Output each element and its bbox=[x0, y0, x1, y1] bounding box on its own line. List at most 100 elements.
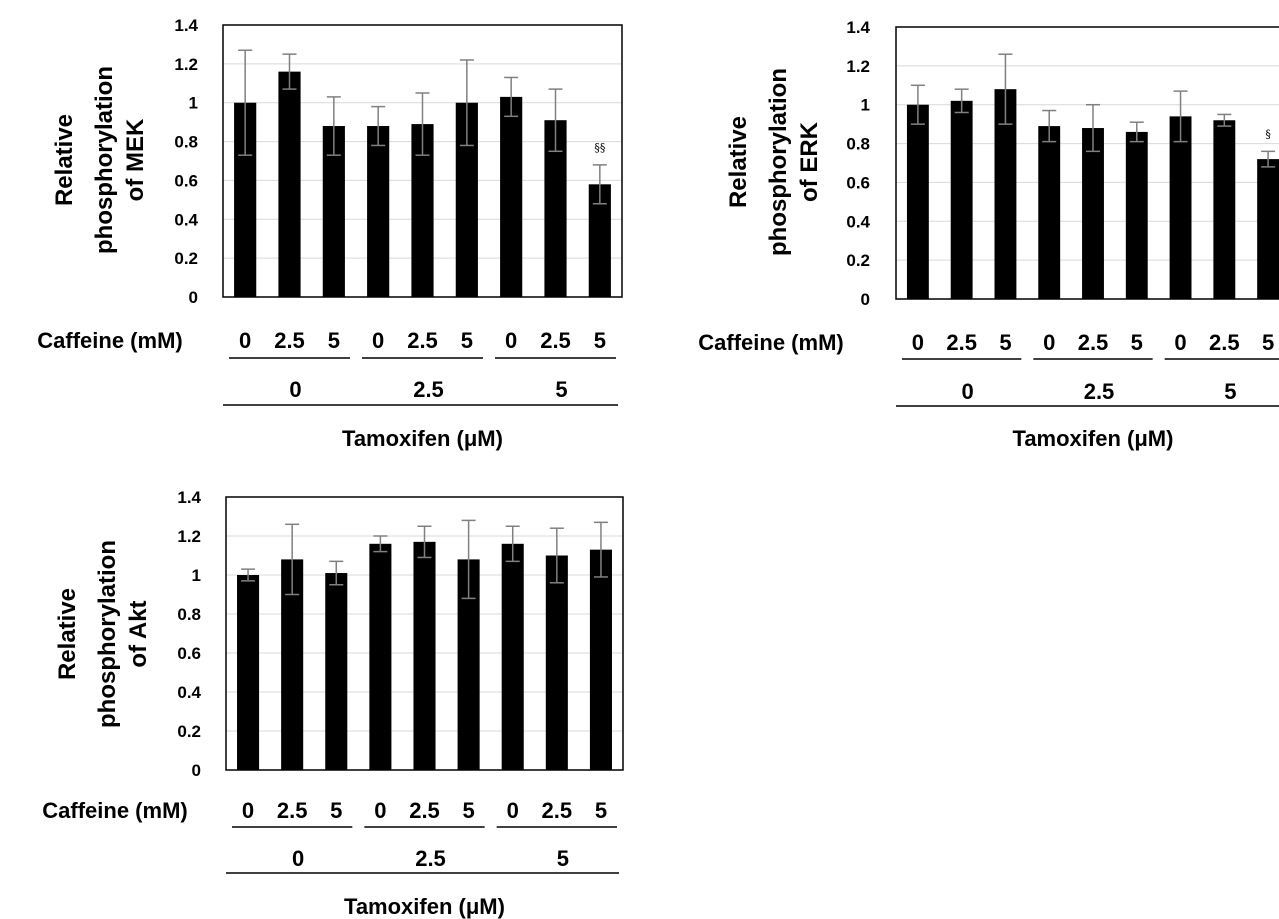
bar bbox=[1038, 126, 1061, 299]
tamoxifen-group-label: 2.5 bbox=[415, 846, 446, 871]
y-axis-label-line: of MEK bbox=[122, 118, 149, 201]
tamoxifen-group-label: 2.5 bbox=[1084, 379, 1115, 404]
bar bbox=[545, 555, 568, 770]
significance-marker: §§ bbox=[594, 141, 605, 154]
category-label: 0 bbox=[239, 328, 251, 353]
bar bbox=[1125, 131, 1148, 299]
significance-marker: § bbox=[1265, 127, 1271, 140]
category-label: 5 bbox=[999, 330, 1011, 355]
y-tick-label: 0.2 bbox=[177, 722, 201, 741]
y-axis-label-line: Relative bbox=[725, 116, 752, 208]
y-tick-label: 1.2 bbox=[846, 57, 870, 76]
category-label: 5 bbox=[461, 328, 473, 353]
bar bbox=[281, 559, 304, 770]
bar bbox=[589, 549, 612, 770]
y-tick-label: 0.2 bbox=[846, 251, 870, 270]
bar bbox=[322, 126, 345, 298]
category-label: 5 bbox=[1131, 330, 1143, 355]
y-axis-label-line: phosphorylation bbox=[94, 540, 121, 728]
category-label: 2.5 bbox=[542, 798, 573, 823]
bar bbox=[588, 184, 611, 297]
y-tick-label: 1 bbox=[192, 566, 201, 585]
caffeine-row-label: Caffeine (mM) bbox=[698, 330, 843, 355]
category-label: 2.5 bbox=[274, 328, 305, 353]
chart-panel-3: 0 0.2 0.4 0.6 0.8 1 1.2 1.4 Relative phosphorylat… bbox=[42, 488, 624, 919]
bar bbox=[234, 102, 257, 297]
y-tick-label: 1 bbox=[189, 94, 198, 113]
y-tick-label: 1.4 bbox=[174, 16, 198, 35]
bar bbox=[325, 573, 348, 770]
bar bbox=[544, 120, 567, 297]
y-tick-label: 1.4 bbox=[177, 488, 201, 507]
category-label: 2.5 bbox=[946, 330, 977, 355]
tamoxifen-group-label: 0 bbox=[292, 846, 304, 871]
bar bbox=[906, 104, 929, 299]
y-tick-label: 1.2 bbox=[174, 55, 198, 74]
category-label: 0 bbox=[505, 328, 517, 353]
category-label: 5 bbox=[595, 798, 607, 823]
bar bbox=[369, 543, 392, 770]
bar bbox=[501, 543, 524, 770]
bar bbox=[950, 100, 973, 299]
category-label: 0 bbox=[374, 798, 386, 823]
bar bbox=[457, 559, 480, 770]
tamoxifen-group-label: 5 bbox=[557, 846, 569, 871]
bar bbox=[1082, 128, 1104, 299]
category-label: 2.5 bbox=[407, 328, 438, 353]
bar bbox=[413, 541, 436, 770]
y-tick-label: 0 bbox=[189, 288, 198, 307]
y-axis-label-line: phosphorylation bbox=[91, 66, 118, 254]
caffeine-row-label: Caffeine (mM) bbox=[42, 798, 187, 823]
category-label: 2.5 bbox=[1078, 330, 1109, 355]
bar bbox=[367, 126, 390, 298]
y-tick-label: 0 bbox=[861, 290, 870, 309]
chart-panel-1: 0 0.2 0.4 0.6 0.8 1 1.2 1.4 §§ Relative phosphoryl… bbox=[37, 16, 623, 451]
y-tick-label: 0 bbox=[192, 761, 201, 780]
tamoxifen-group-label: 2.5 bbox=[413, 377, 444, 402]
category-label: 5 bbox=[328, 328, 340, 353]
y-tick-label: 0.8 bbox=[177, 605, 201, 624]
category-label: 0 bbox=[1174, 330, 1186, 355]
bar bbox=[278, 71, 301, 297]
caffeine-row-label: Caffeine (mM) bbox=[37, 328, 182, 353]
tamoxifen-group-label: 5 bbox=[555, 377, 567, 402]
y-tick-label: 1 bbox=[861, 96, 870, 115]
y-tick-label: 0.2 bbox=[174, 249, 198, 268]
tamoxifen-group-label: 5 bbox=[1224, 379, 1236, 404]
category-label: 5 bbox=[330, 798, 342, 823]
category-label: 2.5 bbox=[1209, 330, 1240, 355]
y-tick-label: 0.8 bbox=[174, 133, 198, 152]
y-axis-label-line: of ERK bbox=[796, 121, 823, 202]
y-tick-label: 0.6 bbox=[177, 644, 201, 663]
category-label: 0 bbox=[912, 330, 924, 355]
category-label: 0 bbox=[507, 798, 519, 823]
y-axis-label-line: of Akt bbox=[125, 600, 152, 667]
tamoxifen-group-label: 0 bbox=[289, 377, 301, 402]
y-tick-label: 1.2 bbox=[177, 527, 201, 546]
y-tick-label: 1.4 bbox=[846, 18, 870, 37]
chart-panel-2: 0 0.2 0.4 0.6 0.8 1 1.2 1.4 § Relative phosphoryla… bbox=[698, 18, 1279, 451]
category-label: 0 bbox=[1043, 330, 1055, 355]
bar bbox=[411, 124, 434, 297]
tamoxifen-group-label: 0 bbox=[962, 379, 974, 404]
x-axis-title: Tamoxifen (μM) bbox=[344, 894, 505, 919]
y-axis-label-line: Relative bbox=[54, 588, 81, 680]
category-label: 5 bbox=[594, 328, 606, 353]
category-label: 5 bbox=[462, 798, 474, 823]
bar bbox=[455, 102, 478, 297]
category-label: 2.5 bbox=[277, 798, 308, 823]
y-tick-label: 0.6 bbox=[846, 173, 870, 192]
y-tick-label: 0.8 bbox=[846, 135, 870, 154]
category-label: 0 bbox=[372, 328, 384, 353]
x-axis-title: Tamoxifen (μM) bbox=[1013, 426, 1174, 451]
category-label: 2.5 bbox=[540, 328, 571, 353]
bar bbox=[1257, 159, 1279, 299]
bar bbox=[1213, 120, 1236, 299]
category-label: 0 bbox=[242, 798, 254, 823]
bar bbox=[1169, 116, 1192, 299]
y-tick-label: 0.6 bbox=[174, 171, 198, 190]
y-axis-label-line: phosphorylation bbox=[765, 68, 792, 256]
bar bbox=[500, 96, 523, 297]
x-axis-title: Tamoxifen (μM) bbox=[342, 426, 503, 451]
